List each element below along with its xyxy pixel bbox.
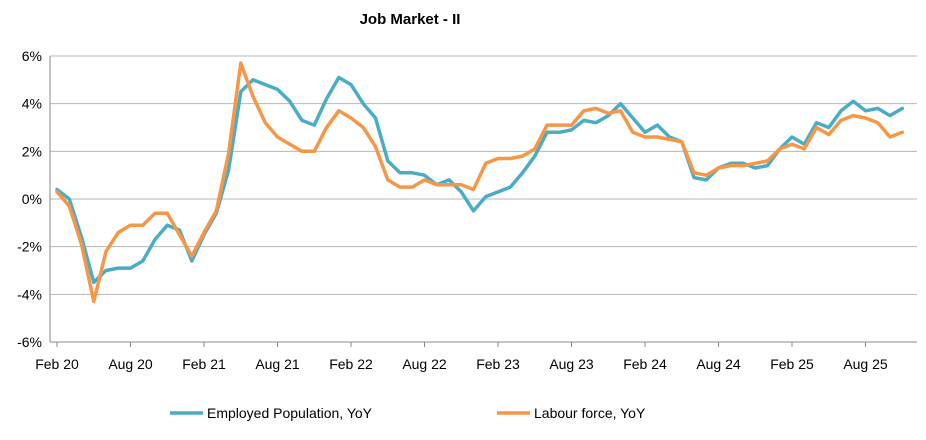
x-tick-label: Feb 25: [770, 356, 814, 372]
x-tick-label: Aug 21: [255, 356, 300, 372]
legend-label: Employed Population, YoY: [207, 405, 373, 421]
series-line-labour-force: [55, 61, 905, 304]
x-tick-label: Aug 23: [549, 356, 594, 372]
legend: Employed Population, YoY Labour force, Yo…: [170, 405, 646, 421]
y-tick-label: 0%: [22, 191, 42, 207]
y-tick-label: 6%: [22, 48, 42, 64]
x-tick-label: Feb 22: [329, 356, 373, 372]
x-tick-label: Feb 21: [182, 356, 226, 372]
y-tick-label: 4%: [22, 96, 42, 112]
x-tick-label: Aug 24: [696, 356, 741, 372]
y-axis: -6% -4% -2% 0% 2% 4% 6%: [17, 48, 51, 350]
x-tick-label: Aug 25: [843, 356, 888, 372]
series-lines: [55, 61, 905, 304]
y-tick-label: 2%: [22, 143, 42, 159]
legend-label: Labour force, YoY: [534, 405, 646, 421]
x-tick-label: Aug 20: [108, 356, 153, 372]
x-tick-label: Aug 22: [402, 356, 447, 372]
x-tick-label: Feb 20: [35, 356, 79, 372]
y-tick-label: -6%: [17, 334, 42, 350]
chart-title: Job Market - II: [360, 11, 461, 28]
y-tick-label: -2%: [17, 239, 42, 255]
x-tick-label: Feb 24: [623, 356, 667, 372]
gridlines: [50, 55, 917, 343]
x-tick-label: Feb 23: [476, 356, 520, 372]
x-axis: Feb 20 Aug 20 Feb 21 Aug 21 Feb 22 Aug 22 Feb …: [35, 341, 917, 372]
y-tick-label: -4%: [17, 286, 42, 302]
